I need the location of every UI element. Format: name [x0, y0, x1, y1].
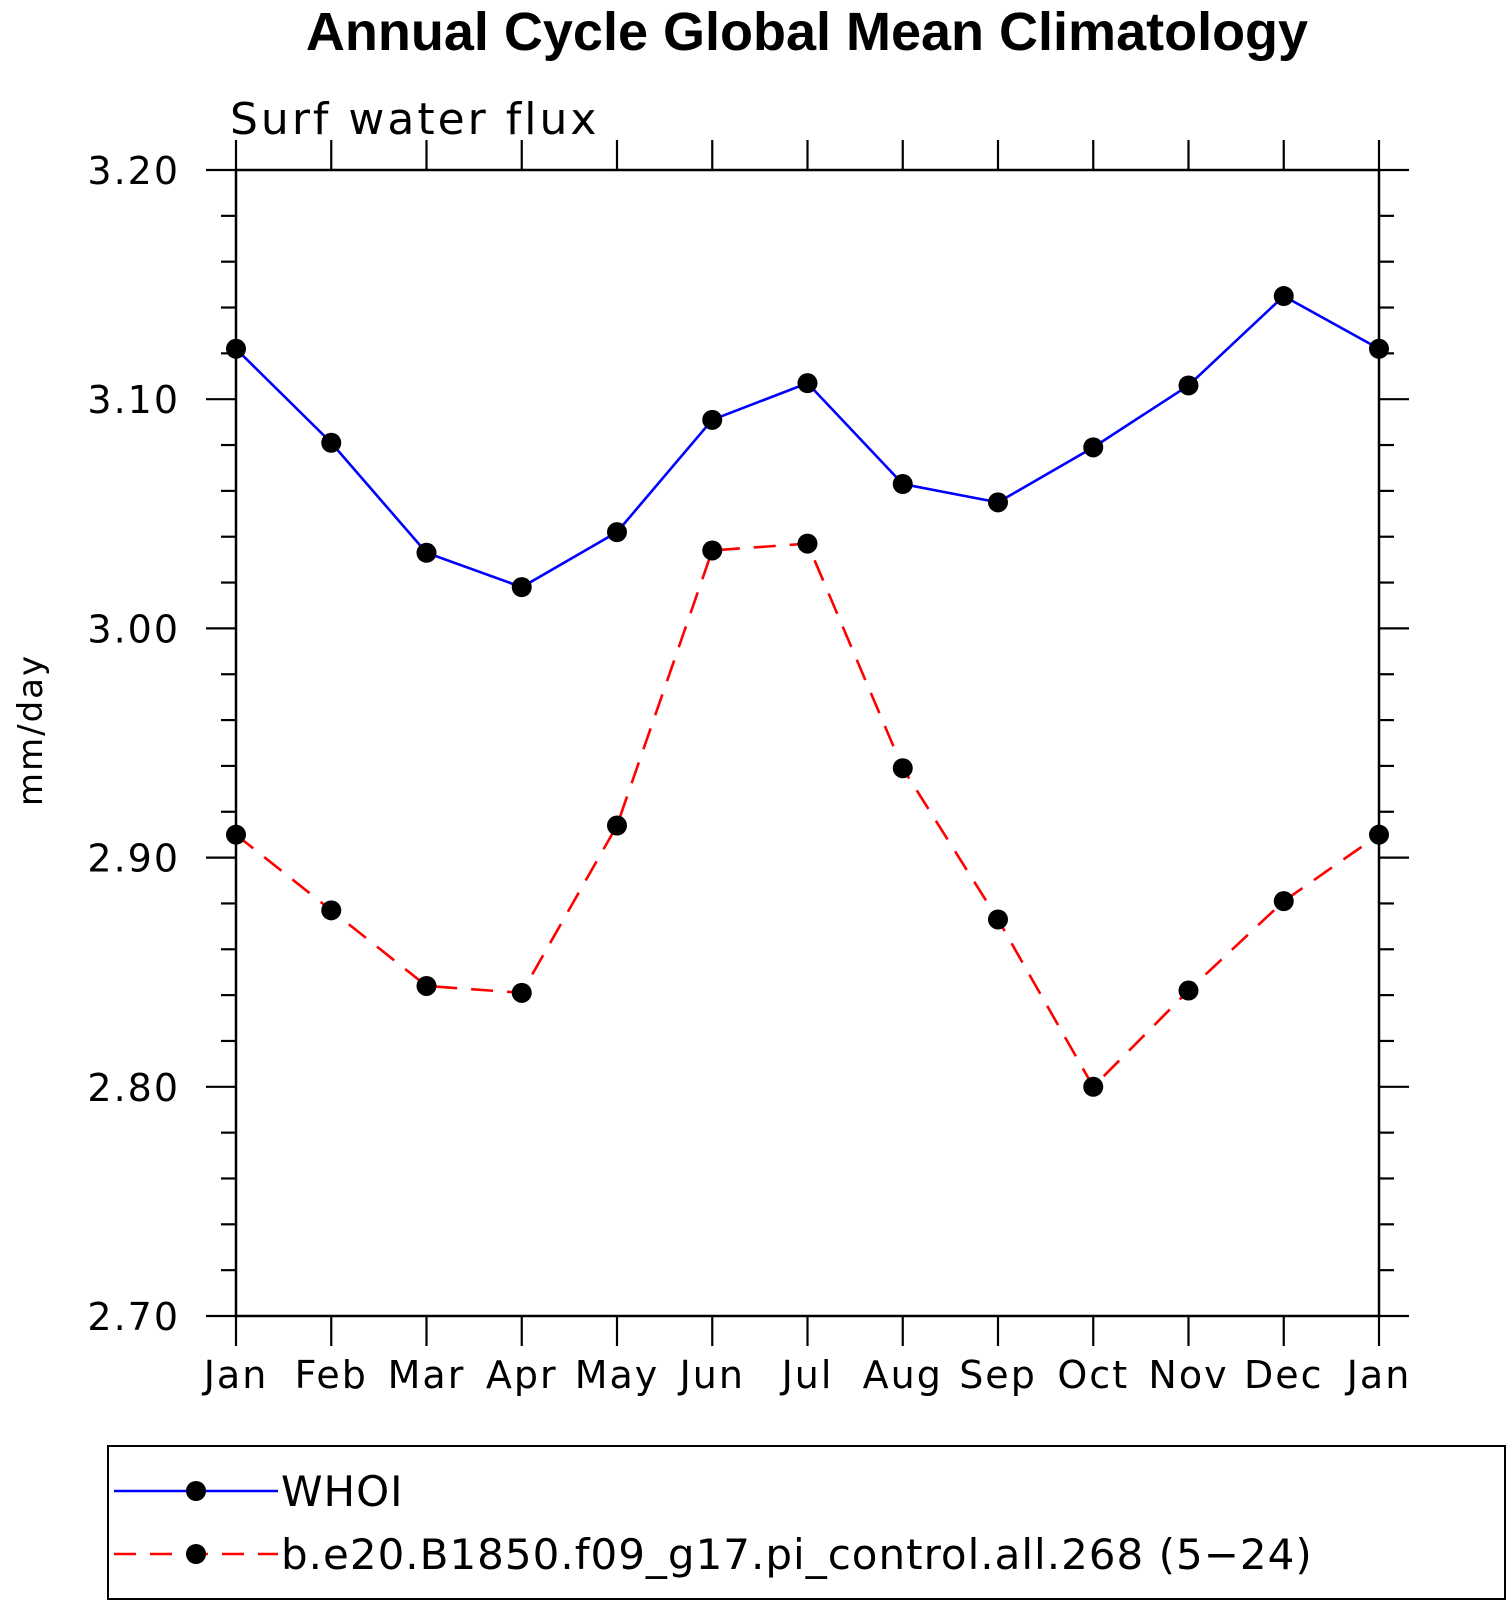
series-0-point — [226, 338, 246, 359]
x-tick-label: Dec — [1244, 1353, 1324, 1397]
x-tick-label: Oct — [1057, 1353, 1129, 1397]
legend-label-1: b.e20.B1850.f09_g17.pi_control.all.268 (… — [281, 1530, 1313, 1579]
series-0-point — [702, 409, 723, 430]
series-1-point — [1178, 980, 1199, 1001]
series-1-point — [511, 982, 532, 1003]
series-0-point — [1273, 286, 1294, 307]
x-tick-label: Jun — [678, 1353, 745, 1397]
y-tick-labels: 3.20 3.10 3.00 2.90 2.80 2.70 — [87, 149, 180, 1339]
series-1-point — [607, 815, 627, 836]
y-axis-label: mm/day — [11, 654, 51, 806]
series-0-point — [1178, 375, 1199, 396]
y-tick-label: 2.80 — [87, 1066, 180, 1110]
series-1-point — [1369, 824, 1389, 845]
chart-subtitle: Surf water flux — [230, 94, 599, 145]
axis-ticks — [206, 140, 1409, 1346]
chart-title: Annual Cycle Global Mean Climatology — [306, 2, 1308, 62]
legend-marker-0 — [186, 1481, 206, 1501]
x-tick-label: Jan — [202, 1353, 269, 1397]
series-1-point — [321, 900, 342, 921]
series-0-point — [1083, 437, 1104, 458]
legend-box — [107, 1445, 1506, 1600]
y-tick-label: 2.70 — [87, 1295, 180, 1339]
legend-marker-1 — [186, 1544, 206, 1564]
series-1-point — [797, 533, 818, 554]
series-layer — [226, 286, 1389, 1097]
x-tick-label: May — [575, 1353, 660, 1397]
x-tick-label: Aug — [863, 1353, 943, 1397]
series-1-point — [988, 909, 1008, 930]
x-tick-label: Mar — [388, 1353, 466, 1397]
y-tick-label: 2.90 — [87, 837, 180, 881]
series-1-point — [702, 540, 723, 561]
y-tick-label: 3.00 — [87, 607, 180, 651]
x-tick-label: Feb — [295, 1353, 368, 1397]
series-0-point — [607, 522, 627, 543]
series-1-point — [1083, 1076, 1104, 1097]
x-tick-labels: Jan Feb Mar Apr May Jun Jul Aug Sep Oct Nov Dec Jan — [202, 1353, 1412, 1397]
series-0-point — [988, 492, 1008, 513]
y-tick-label: 3.20 — [87, 149, 180, 193]
series-0-point — [797, 373, 818, 394]
series-1-point — [892, 758, 913, 779]
series-0-point — [511, 577, 532, 598]
x-tick-label: Jul — [780, 1353, 834, 1397]
series-0-point — [321, 432, 342, 453]
series-1-point — [416, 975, 437, 996]
x-tick-label: Nov — [1148, 1353, 1228, 1397]
series-0-point — [892, 474, 913, 495]
x-tick-label: Apr — [486, 1353, 558, 1397]
series-0-point — [1369, 338, 1389, 359]
series-1-point — [1273, 891, 1294, 912]
series-line-1 — [235, 542, 1380, 1089]
legend: WHOI b.e20.B1850.f09_g17.pi_control.all.2… — [114, 1467, 1313, 1579]
plot-frame — [234, 168, 1381, 1318]
x-tick-label: Sep — [959, 1353, 1037, 1397]
y-tick-label: 3.10 — [87, 378, 180, 422]
legend-label-0: WHOI — [281, 1467, 404, 1516]
x-tick-label: Jan — [1345, 1353, 1412, 1397]
series-0-point — [416, 542, 437, 563]
series-1-point — [226, 824, 246, 845]
